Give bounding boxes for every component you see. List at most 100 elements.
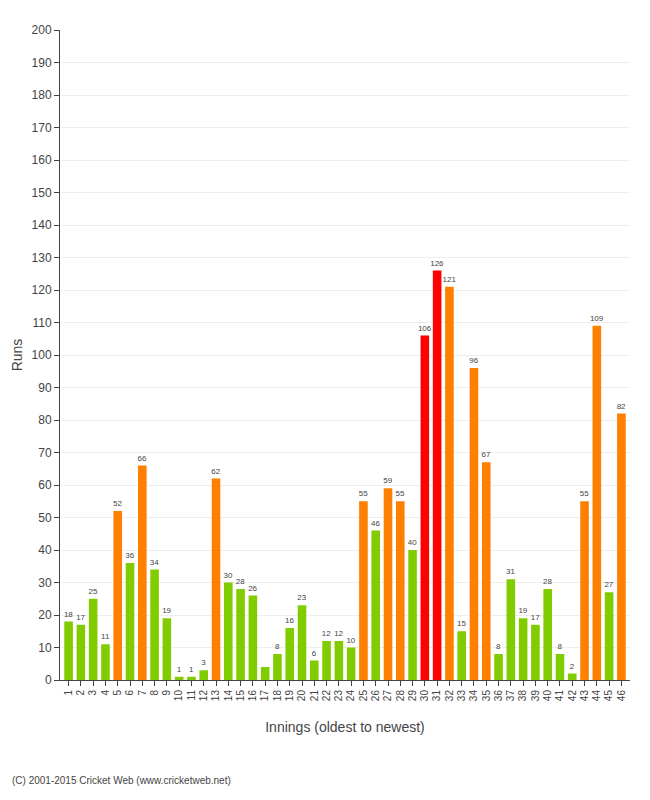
svg-text:2: 2: [570, 662, 575, 671]
svg-text:160: 160: [32, 153, 52, 167]
svg-text:11: 11: [101, 632, 110, 641]
svg-text:50: 50: [38, 511, 52, 525]
svg-text:70: 70: [38, 446, 52, 460]
svg-text:37: 37: [505, 690, 516, 702]
svg-text:40: 40: [542, 690, 553, 702]
svg-text:17: 17: [259, 690, 270, 702]
svg-text:28: 28: [236, 577, 245, 586]
svg-text:126: 126: [430, 259, 444, 268]
svg-text:46: 46: [371, 519, 380, 528]
svg-text:15: 15: [457, 619, 466, 628]
svg-text:55: 55: [359, 489, 368, 498]
svg-text:4: 4: [100, 690, 111, 696]
svg-text:18: 18: [64, 610, 73, 619]
svg-text:1: 1: [189, 665, 194, 674]
svg-text:17: 17: [76, 613, 85, 622]
svg-text:55: 55: [580, 489, 589, 498]
svg-text:42: 42: [567, 690, 578, 702]
svg-text:26: 26: [248, 584, 257, 593]
svg-text:96: 96: [469, 356, 478, 365]
svg-text:25: 25: [358, 690, 369, 702]
svg-text:19: 19: [518, 606, 527, 615]
svg-text:2: 2: [75, 690, 86, 696]
svg-text:21: 21: [309, 690, 320, 702]
svg-text:12: 12: [322, 629, 331, 638]
svg-text:36: 36: [493, 690, 504, 702]
svg-text:28: 28: [543, 577, 552, 586]
svg-text:38: 38: [517, 690, 528, 702]
svg-text:17: 17: [531, 613, 540, 622]
svg-text:16: 16: [285, 616, 294, 625]
svg-text:30: 30: [224, 571, 233, 580]
svg-text:19: 19: [284, 690, 295, 702]
svg-text:82: 82: [617, 402, 626, 411]
svg-text:32: 32: [444, 690, 455, 702]
svg-text:10: 10: [38, 641, 52, 655]
svg-text:8: 8: [496, 642, 501, 651]
svg-text:40: 40: [408, 538, 417, 547]
svg-text:8: 8: [149, 690, 160, 696]
svg-text:9: 9: [161, 690, 172, 696]
svg-text:3: 3: [201, 658, 206, 667]
svg-text:106: 106: [418, 324, 432, 333]
svg-text:7: 7: [137, 690, 148, 696]
svg-text:3: 3: [87, 690, 98, 696]
svg-text:52: 52: [113, 499, 122, 508]
svg-text:14: 14: [223, 690, 234, 702]
svg-text:31: 31: [431, 690, 442, 702]
svg-text:22: 22: [321, 690, 332, 702]
svg-text:130: 130: [32, 251, 52, 265]
svg-text:90: 90: [38, 381, 52, 395]
svg-text:170: 170: [32, 121, 52, 135]
svg-text:10: 10: [346, 636, 355, 645]
svg-text:121: 121: [442, 275, 456, 284]
svg-text:30: 30: [38, 576, 52, 590]
svg-text:28: 28: [395, 690, 406, 702]
svg-text:8: 8: [557, 642, 562, 651]
svg-text:Innings (oldest to newest): Innings (oldest to newest): [265, 719, 425, 735]
svg-text:15: 15: [235, 690, 246, 702]
svg-text:140: 140: [32, 218, 52, 232]
svg-text:11: 11: [186, 690, 197, 701]
svg-text:35: 35: [481, 690, 492, 702]
svg-text:30: 30: [419, 690, 430, 702]
svg-text:25: 25: [88, 587, 97, 596]
svg-text:190: 190: [32, 56, 52, 70]
svg-text:23: 23: [297, 593, 306, 602]
svg-text:43: 43: [579, 690, 590, 702]
svg-text:8: 8: [275, 642, 280, 651]
svg-text:46: 46: [616, 690, 627, 702]
svg-text:19: 19: [162, 606, 171, 615]
svg-text:67: 67: [482, 450, 491, 459]
svg-text:13: 13: [210, 690, 221, 702]
svg-text:55: 55: [396, 489, 405, 498]
svg-text:(C) 2001-2015 Cricket Web (www: (C) 2001-2015 Cricket Web (www.cricketwe…: [12, 775, 231, 786]
svg-text:80: 80: [38, 413, 52, 427]
svg-text:1: 1: [177, 665, 182, 674]
svg-text:34: 34: [150, 558, 159, 567]
svg-text:16: 16: [247, 690, 258, 702]
svg-text:40: 40: [38, 543, 52, 557]
svg-text:27: 27: [604, 580, 613, 589]
svg-text:6: 6: [312, 649, 317, 658]
svg-text:66: 66: [138, 454, 147, 463]
svg-text:150: 150: [32, 186, 52, 200]
svg-text:Runs: Runs: [9, 339, 25, 372]
svg-text:27: 27: [382, 690, 393, 702]
svg-text:12: 12: [198, 690, 209, 702]
svg-text:59: 59: [383, 476, 392, 485]
svg-text:20: 20: [296, 690, 307, 702]
svg-text:6: 6: [124, 690, 135, 696]
svg-text:39: 39: [530, 690, 541, 702]
svg-text:24: 24: [345, 690, 356, 702]
svg-text:26: 26: [370, 690, 381, 702]
svg-text:29: 29: [407, 690, 418, 702]
svg-text:18: 18: [272, 690, 283, 702]
svg-text:44: 44: [591, 690, 602, 702]
svg-text:23: 23: [333, 690, 344, 702]
svg-text:1: 1: [63, 690, 74, 696]
svg-text:45: 45: [603, 690, 614, 702]
svg-text:31: 31: [506, 567, 515, 576]
svg-text:120: 120: [32, 283, 52, 297]
svg-text:36: 36: [125, 551, 134, 560]
